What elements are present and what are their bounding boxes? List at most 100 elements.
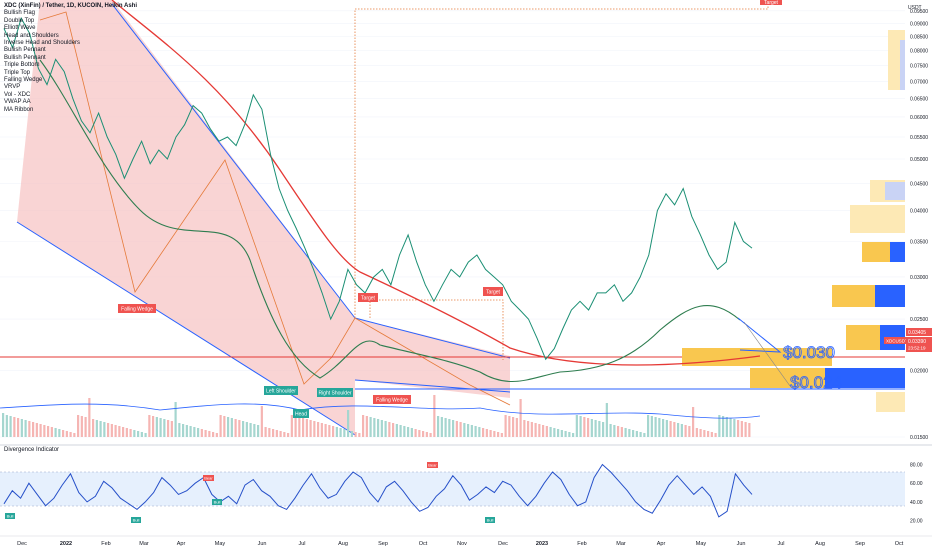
price-tick-label: 0.09500 <box>910 9 928 15</box>
volume-bar <box>444 418 447 437</box>
volume-bar <box>223 416 226 437</box>
indicator-legend-item[interactable]: Triple Top <box>4 69 31 76</box>
volume-bar <box>534 423 537 437</box>
bull-tags: Bull Bull Bull Bull <box>5 499 495 523</box>
last-price-badge: 0.03405 <box>906 328 932 336</box>
volume-bar <box>339 428 342 437</box>
svg-text:Bear: Bear <box>428 463 437 468</box>
volume-bar <box>73 433 76 437</box>
indicator-legend-item[interactable]: Falling Wedge <box>4 77 43 84</box>
volume-bar <box>470 425 473 437</box>
volume-bar <box>407 427 410 437</box>
currency-label: USDT <box>908 5 922 11</box>
volume-bar <box>80 416 83 437</box>
indicator-legend-item[interactable]: MA Ribbon <box>4 106 34 113</box>
volume-bar <box>744 422 747 437</box>
volume-bar <box>324 424 327 437</box>
volume-bars <box>2 395 751 437</box>
volume-bar <box>110 424 113 437</box>
volume-bar <box>643 433 646 437</box>
indicator-legend-item[interactable]: VWAP AA <box>4 99 31 106</box>
volume-bar <box>594 420 597 437</box>
volume-bar <box>455 421 458 437</box>
volume-bar <box>650 416 653 437</box>
left-shoulder-label: Left Shoulder <box>264 386 298 395</box>
volume-bar <box>617 426 620 437</box>
time-tick-label: Jun <box>737 541 746 547</box>
time-tick-label: Mar <box>139 541 149 547</box>
volume-bar <box>5 415 8 437</box>
indicator-legend-item[interactable]: Vol - XDC <box>4 91 31 98</box>
indicator-legend-item[interactable]: Head and Shoulders <box>4 32 59 39</box>
volume-bar <box>62 430 65 437</box>
indicator-legend-item[interactable]: Double Top <box>4 17 35 24</box>
volume-bar <box>129 429 132 437</box>
volume-bar <box>497 432 500 437</box>
price-tick-label: 0.04000 <box>910 209 928 215</box>
volume-bar <box>170 421 173 437</box>
indicator-legend-item[interactable]: Bullish Pennant <box>4 47 46 54</box>
time-tick-label: May <box>696 541 707 547</box>
symbol-title[interactable]: XDC (XinFin) / Tether, 1D, KUCOIN, Heiki… <box>4 3 138 9</box>
indicator-legend-item[interactable]: Bullish Pennant <box>4 54 46 61</box>
volume-bar <box>159 418 162 437</box>
price-tick-label: 0.03000 <box>910 275 928 281</box>
volume-bar <box>399 425 402 437</box>
time-tick-label: Jun <box>258 541 267 547</box>
volume-bar <box>605 403 608 437</box>
volume-bar <box>392 423 395 437</box>
wedge2-upper-line <box>354 317 511 359</box>
volume-bar <box>414 429 417 437</box>
time-tick-label: Dec <box>17 541 27 547</box>
svg-text:Target: Target <box>361 296 376 302</box>
svg-text:Left Shoulder: Left Shoulder <box>266 389 296 395</box>
volume-bar <box>403 426 406 437</box>
volume-bar <box>362 415 365 437</box>
volume-bar <box>369 417 372 437</box>
oscillator-title[interactable]: Divergence Indicator <box>4 447 60 453</box>
volume-bar <box>193 427 196 437</box>
vrvp-profile <box>682 30 905 412</box>
falling-wedge-label-2: Falling Wedge <box>373 395 411 404</box>
indicator-legend-item[interactable]: Bullish Flag <box>4 10 36 17</box>
indicator-legend-item[interactable]: Inverse Head and Shoulders <box>4 40 81 47</box>
volume-bar <box>125 428 128 437</box>
volume-bar <box>673 422 676 437</box>
volume-bar <box>440 417 443 437</box>
indicator-legend-item[interactable]: Triple Bottom <box>4 62 40 69</box>
volume-bar <box>512 417 515 437</box>
volume-bar <box>527 421 530 437</box>
volume-bar <box>583 417 586 437</box>
volume-bar <box>635 431 638 437</box>
indicator-legend-item[interactable]: VRVP <box>4 84 21 91</box>
volume-bar <box>290 415 293 437</box>
volume-bar <box>692 407 695 437</box>
volume-bar <box>684 425 687 437</box>
price-tick-label: 0.08500 <box>910 34 928 40</box>
volume-bar <box>242 421 245 437</box>
volume-bar <box>365 416 368 437</box>
indicator-legend-item[interactable]: Elliott Wave <box>4 25 36 32</box>
volume-bar <box>99 421 102 437</box>
volume-bar <box>433 395 436 437</box>
time-tick-label: Sep <box>378 541 388 547</box>
price-tick-label: 0.06000 <box>910 115 928 121</box>
price-axis-bg <box>905 0 932 445</box>
wedge-lower-line <box>16 221 356 436</box>
volume-bar <box>737 420 740 437</box>
ma-red <box>111 0 761 366</box>
volume-bar <box>545 426 548 437</box>
volume-bar <box>725 417 728 437</box>
volume-bar <box>504 415 507 437</box>
volume-bar <box>260 406 263 437</box>
time-tick-label: Aug <box>815 541 825 547</box>
elliott-wave <box>39 11 511 406</box>
volume-bar <box>384 421 387 437</box>
volume-bar <box>740 421 743 437</box>
volume-bar <box>39 424 42 437</box>
volume-bar <box>54 428 57 437</box>
time-tick-label: Feb <box>577 541 586 547</box>
volume-bar <box>459 422 462 437</box>
time-tick-label: Aug <box>338 541 348 547</box>
